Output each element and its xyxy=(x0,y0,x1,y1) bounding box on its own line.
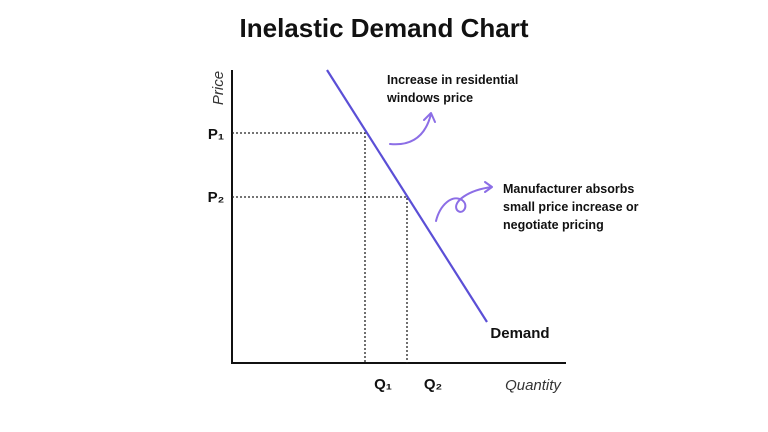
p2-guide xyxy=(232,196,408,363)
curve-label: Demand xyxy=(490,325,549,342)
p1-guide xyxy=(232,132,366,363)
price-label: P₂ xyxy=(208,189,225,206)
annotation-line: negotiate pricing xyxy=(503,218,604,232)
price-label: P₁ xyxy=(208,126,224,143)
annotation: Manufacturer absorbs small price increase… xyxy=(503,182,639,232)
quantity-label: Q₁ xyxy=(374,376,392,393)
annotation-line: small price increase or xyxy=(503,200,639,214)
title: Inelastic Demand Chart xyxy=(240,13,529,43)
quantity-label: Q₂ xyxy=(424,376,442,393)
x-axis-label: Quantity xyxy=(505,377,562,394)
annotation-line: Increase in residential xyxy=(387,73,518,87)
arrow xyxy=(389,112,436,146)
annotation-line: windows price xyxy=(386,91,473,105)
y-axis-label: Price xyxy=(210,71,227,105)
annotation: Increase in residential windows price xyxy=(386,73,518,105)
arrow xyxy=(435,181,493,222)
demand-curve xyxy=(326,69,488,323)
annotation-line: Manufacturer absorbs xyxy=(503,182,634,196)
